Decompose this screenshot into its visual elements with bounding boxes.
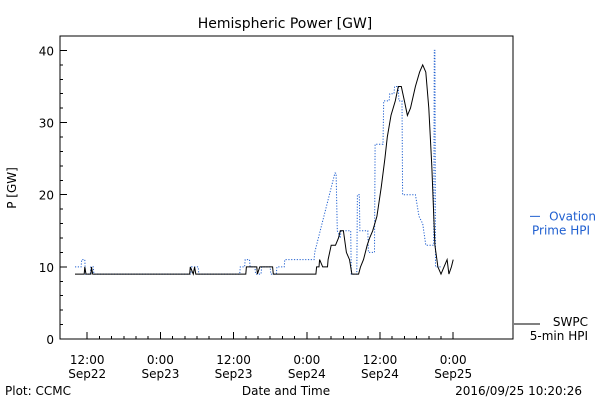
x-tick-date-label: Sep23 xyxy=(215,367,253,381)
x-tick-time-label: 0:00 xyxy=(293,353,320,367)
series-layer xyxy=(75,49,454,276)
legend-swpc-label-2: 5-min HPI xyxy=(530,329,588,343)
timestamp: 2016/09/25 10:20:26 xyxy=(455,384,582,398)
x-tick-time-label: 12:00 xyxy=(363,353,398,367)
legend-ovation-label-2: Prime HPI xyxy=(532,223,590,237)
x-axis-label: Date and Time xyxy=(242,384,330,398)
y-tick-label: 40 xyxy=(39,44,54,58)
legend-ovation-label: Ovation xyxy=(549,209,596,223)
y-tick-label: 0 xyxy=(46,333,54,347)
x-tick-time-label: 12:00 xyxy=(216,353,251,367)
y-tick-label: 10 xyxy=(39,261,54,275)
y-tick-label: 30 xyxy=(39,117,54,131)
ovation-prime-hpi-line xyxy=(75,49,441,275)
x-tick-date-label: Sep23 xyxy=(141,367,179,381)
x-tick-date-label: Sep24 xyxy=(288,367,326,381)
x-tick-date-label: Sep24 xyxy=(361,367,399,381)
plot-credit: Plot: CCMC xyxy=(5,384,71,398)
y-tick-label: 20 xyxy=(39,189,54,203)
y-axis-label: P [GW] xyxy=(5,167,19,209)
x-tick-time-label: 12:00 xyxy=(70,353,105,367)
x-tick-time-label: 0:00 xyxy=(440,353,467,367)
x-tick-time-label: 0:00 xyxy=(147,353,174,367)
plot-frame xyxy=(59,35,514,340)
x-axis-ticks: 12:00Sep220:00Sep2312:00Sep230:00Sep2412… xyxy=(68,332,472,381)
legend-swpc-label: SWPC xyxy=(553,315,588,329)
x-tick-date-label: Sep22 xyxy=(68,367,106,381)
chart-title: Hemispheric Power [GW] xyxy=(198,16,373,32)
y-axis-ticks: 0 10 20 30 40 xyxy=(39,44,67,347)
swpc-5min-hpi-line xyxy=(75,63,454,276)
x-tick-date-label: Sep25 xyxy=(434,367,472,381)
